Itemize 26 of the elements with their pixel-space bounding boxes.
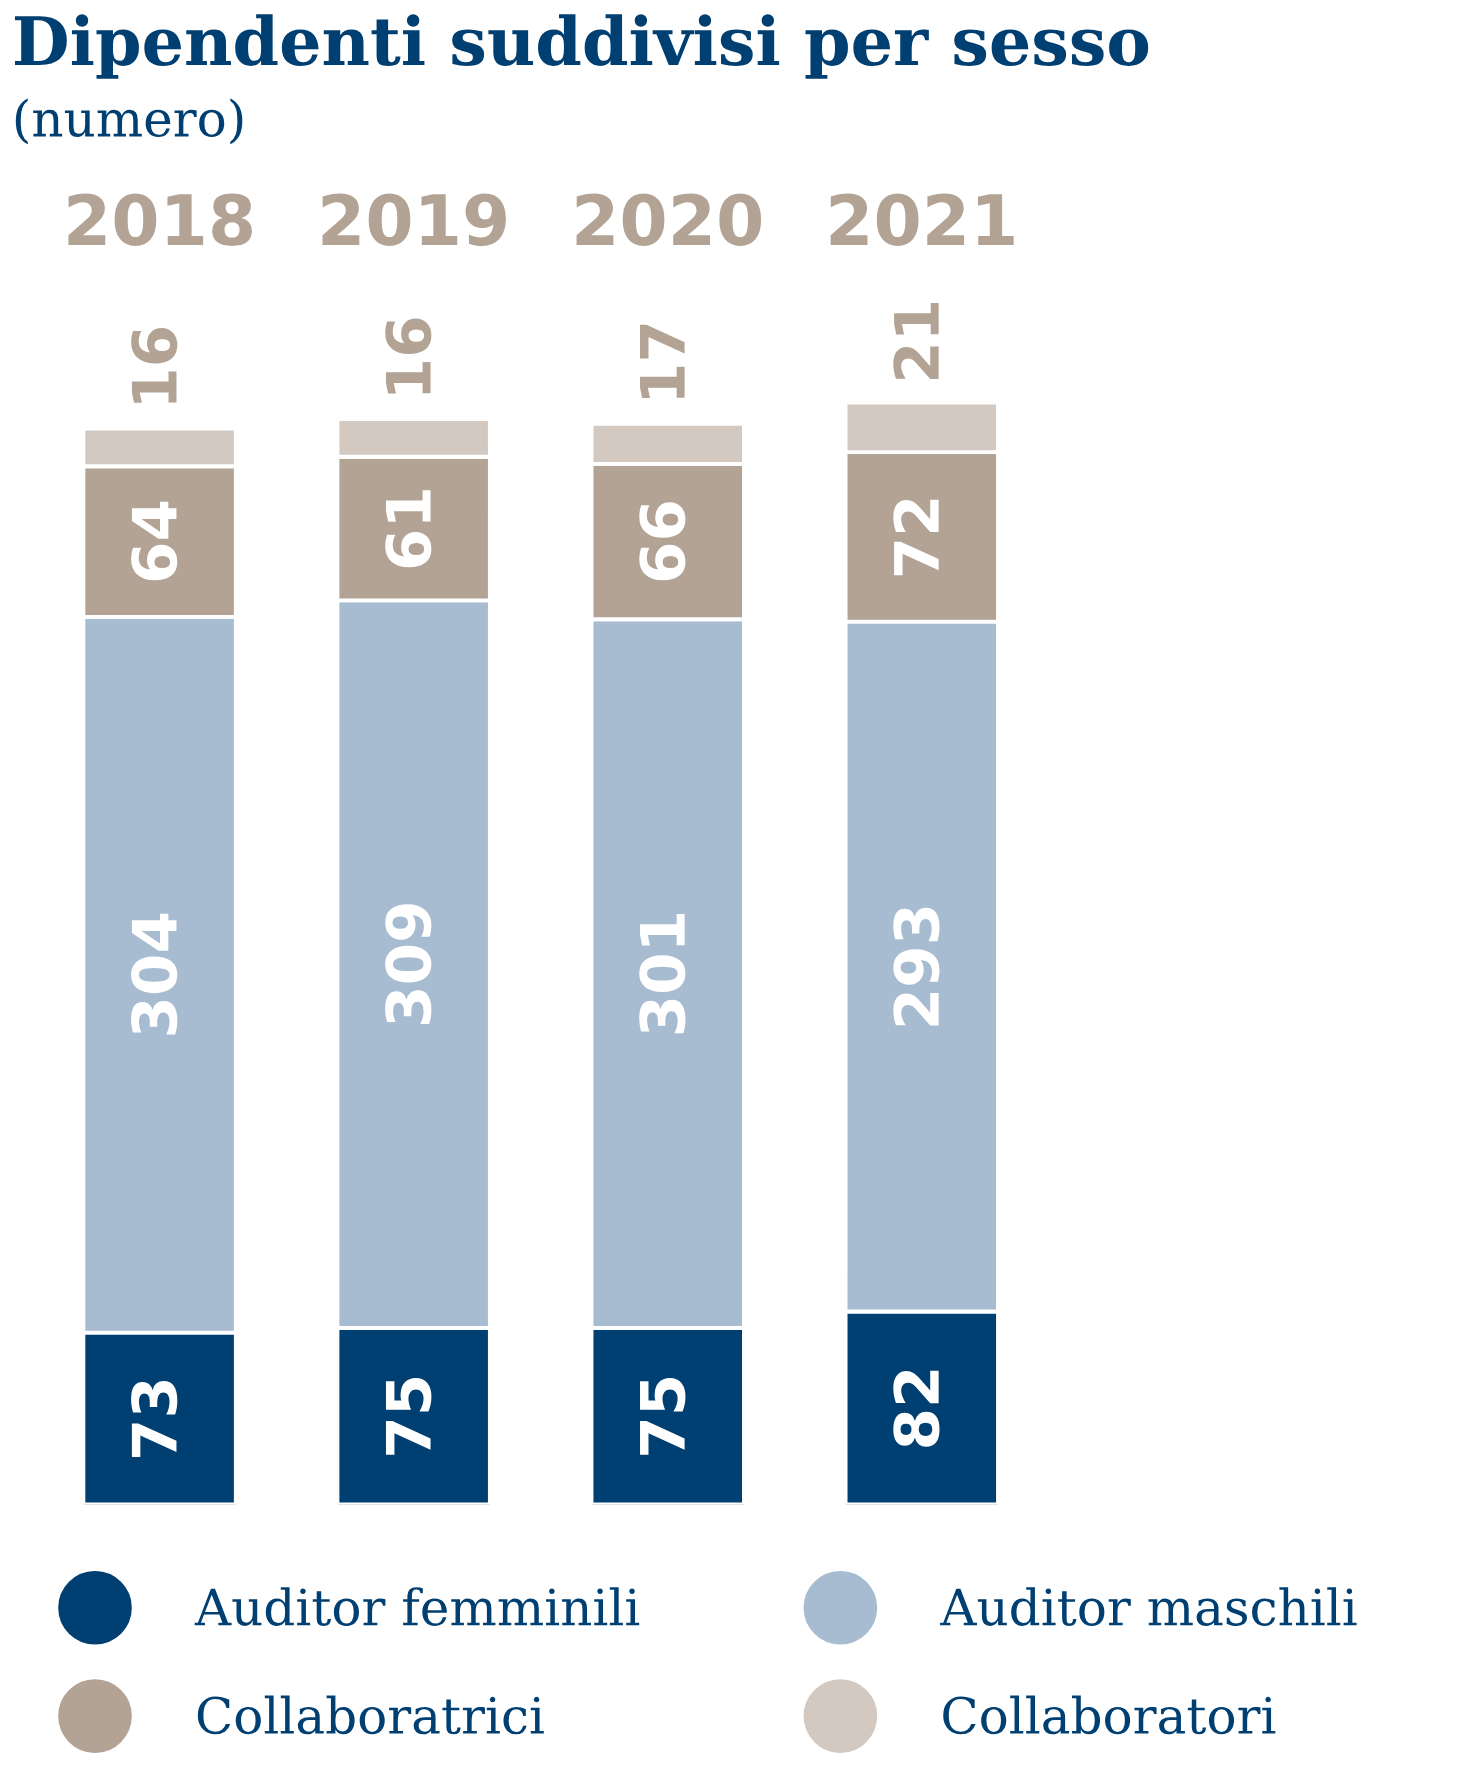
legend-label: Collaboratori <box>943 1695 1276 1735</box>
chart-title: Dipendenti suddivisi per sesso <box>14 14 1149 79</box>
data-label: 16 <box>385 318 432 394</box>
data-label: 16 <box>131 327 178 403</box>
data-label: 75 <box>640 1378 686 1455</box>
chart-subtitle: (numero) <box>15 98 243 145</box>
legend-label: Auditor maschili <box>940 1587 1357 1626</box>
data-label: 21 <box>893 302 939 379</box>
data-label: 304 <box>131 913 178 1035</box>
data-label: 73 <box>131 1380 178 1458</box>
data-label: 66 <box>639 502 686 581</box>
data-label: 64 <box>131 501 178 581</box>
data-label: 17 <box>640 324 685 399</box>
x-tick-label: 2019 <box>322 193 506 246</box>
data-label: 293 <box>893 907 940 1026</box>
data-label: 301 <box>639 914 686 1034</box>
data-label: 82 <box>893 1370 940 1447</box>
x-tick-label: 2021 <box>830 193 1014 246</box>
x-tick-label: 2018 <box>68 193 252 246</box>
data-label: 61 <box>385 490 432 568</box>
legend-label: Collaboratrici <box>197 1695 544 1735</box>
legend-label: Auditor femminili <box>194 1587 640 1626</box>
data-label: 75 <box>385 1378 432 1455</box>
x-tick-label: 2020 <box>576 193 762 246</box>
data-label: 72 <box>893 499 939 576</box>
data-label: 309 <box>385 904 432 1024</box>
